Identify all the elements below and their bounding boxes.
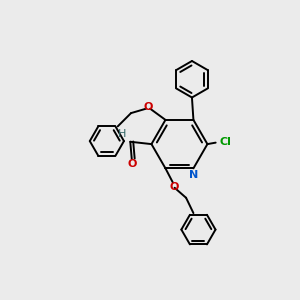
Text: H: H xyxy=(118,128,126,139)
Text: Cl: Cl xyxy=(220,137,232,147)
Text: O: O xyxy=(143,102,152,112)
Text: O: O xyxy=(128,159,137,169)
Text: O: O xyxy=(169,182,179,192)
Text: N: N xyxy=(189,170,199,180)
